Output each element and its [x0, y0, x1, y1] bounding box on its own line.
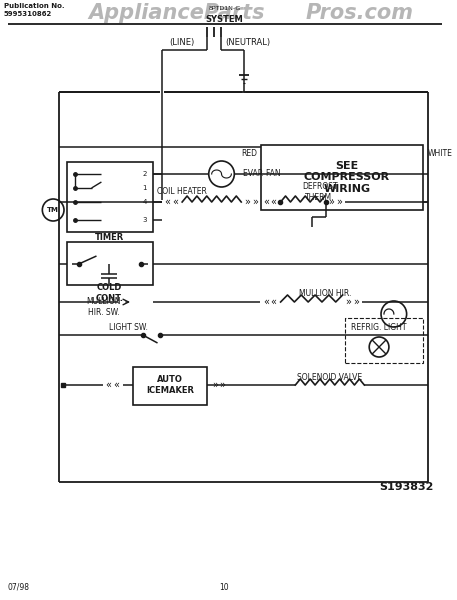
Text: «: «	[113, 380, 119, 390]
Text: LIGHT SW.: LIGHT SW.	[109, 323, 148, 331]
Text: COLD
CONT.: COLD CONT.	[96, 283, 124, 302]
Text: Pros.com: Pros.com	[305, 3, 413, 23]
Text: 07/98: 07/98	[8, 583, 30, 592]
Bar	[261, 145, 423, 210]
Bar	[67, 242, 153, 285]
Text: »: »	[353, 297, 359, 307]
Text: »: »	[219, 380, 225, 390]
Text: »: »	[212, 380, 218, 390]
Text: «: «	[271, 197, 276, 207]
Text: »: »	[244, 197, 250, 207]
Text: MULLION
HIR. SW.: MULLION HIR. SW.	[86, 297, 121, 317]
Text: »: »	[328, 197, 334, 207]
Bar	[345, 318, 423, 363]
Text: RED: RED	[241, 148, 257, 157]
Text: 4: 4	[143, 199, 147, 205]
Text: MULLION HIR.: MULLION HIR.	[299, 289, 351, 298]
Bar	[67, 162, 153, 232]
Text: TM: TM	[47, 207, 59, 213]
Text: SYSTEM: SYSTEM	[206, 14, 244, 23]
Text: «: «	[165, 197, 170, 207]
Text: ApplianceParts: ApplianceParts	[89, 3, 265, 23]
Text: 10: 10	[220, 583, 229, 592]
Text: WHITE: WHITE	[427, 148, 452, 157]
Text: 3: 3	[143, 217, 147, 223]
Text: »: »	[252, 197, 258, 207]
Text: »: »	[345, 297, 351, 307]
Text: TIMER: TIMER	[95, 233, 124, 242]
Text: SOLENOID VALVE: SOLENOID VALVE	[297, 373, 362, 382]
Text: S193832: S193832	[379, 482, 433, 492]
Text: 2: 2	[143, 171, 147, 177]
Text: Publication No.
5995310862: Publication No. 5995310862	[4, 3, 64, 16]
Text: »: »	[336, 197, 342, 207]
Bar	[133, 367, 207, 405]
Text: REFRIG. LIGHT: REFRIG. LIGHT	[351, 323, 407, 331]
Text: SEE
COMPRESSOR
WIRING: SEE COMPRESSOR WIRING	[304, 161, 390, 194]
Text: 8PTD1N-G: 8PTD1N-G	[208, 6, 240, 11]
Text: EVAP. FAN: EVAP. FAN	[243, 169, 281, 179]
Text: «: «	[263, 297, 269, 307]
Text: (LINE): (LINE)	[170, 37, 195, 46]
Text: 1: 1	[143, 185, 147, 191]
Text: «: «	[172, 197, 178, 207]
Text: COIL HEATER: COIL HEATER	[157, 187, 207, 196]
Text: AUTO
ICEMAKER: AUTO ICEMAKER	[146, 376, 194, 395]
Text: (NEUTRAL): (NEUTRAL)	[226, 37, 271, 46]
Text: «: «	[271, 297, 276, 307]
Text: «: «	[105, 380, 112, 390]
Text: DEFROST
THERM.: DEFROST THERM.	[302, 182, 338, 202]
Text: «: «	[263, 197, 269, 207]
